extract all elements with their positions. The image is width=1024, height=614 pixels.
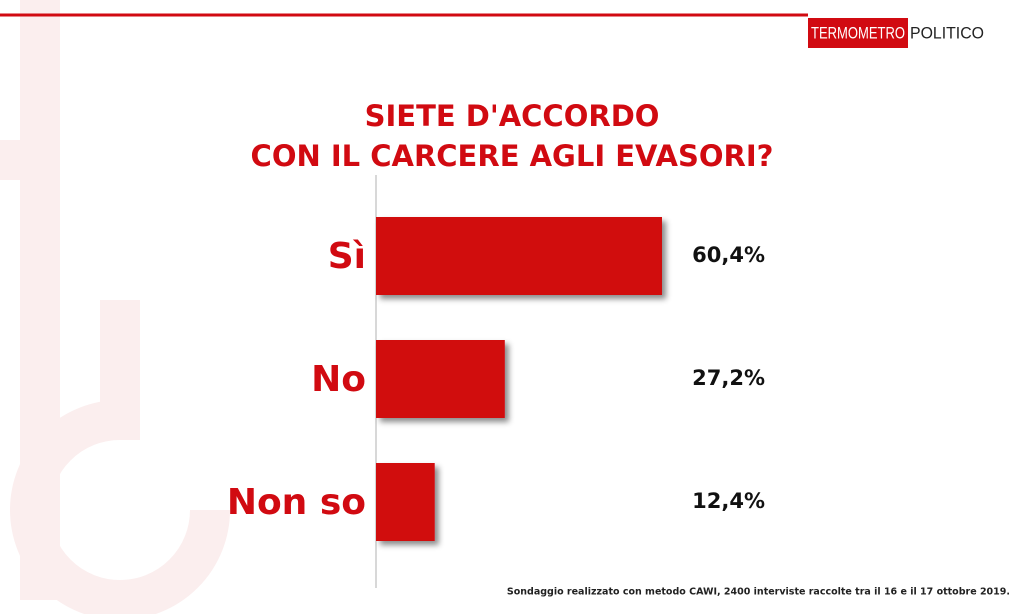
brand-left: TERMOMETRO xyxy=(811,23,905,42)
value-label: 27,2% xyxy=(692,366,765,390)
background-decoration xyxy=(0,0,230,614)
value-label: 12,4% xyxy=(692,489,765,513)
bar xyxy=(376,217,662,295)
brand-right: POLITICO xyxy=(910,23,984,42)
category-label: No xyxy=(311,359,366,400)
footnote: Sondaggio realizzato con metodo CAWI, 24… xyxy=(507,587,1010,598)
bar xyxy=(376,340,505,418)
category-label: Sì xyxy=(328,236,366,277)
chart-title: SIETE D'ACCORDO xyxy=(365,99,660,133)
bar xyxy=(376,463,435,541)
value-label: 60,4% xyxy=(692,243,765,267)
brand-box xyxy=(808,18,908,48)
category-label: Non so xyxy=(227,482,366,523)
chart-title: CON IL CARCERE AGLI EVASORI? xyxy=(251,139,774,173)
